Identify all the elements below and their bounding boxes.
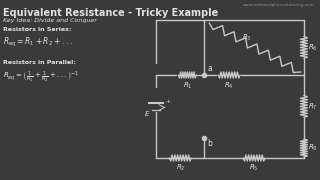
Text: $R_8$: $R_8$ <box>308 143 317 153</box>
Text: www.redmondphysicstutoring.com: www.redmondphysicstutoring.com <box>243 3 315 7</box>
Text: a: a <box>207 64 212 73</box>
Text: Resistors in Parallel:: Resistors in Parallel: <box>3 60 76 65</box>
Text: Key Idea: Divide and Conquer: Key Idea: Divide and Conquer <box>3 18 97 23</box>
Text: $R_5$: $R_5$ <box>249 163 259 173</box>
Text: b: b <box>207 139 212 148</box>
Text: $E$: $E$ <box>144 109 151 118</box>
Text: $R_4$: $R_4$ <box>224 81 234 91</box>
Text: $R_2$: $R_2$ <box>176 163 185 173</box>
Text: $R_1$: $R_1$ <box>183 81 192 91</box>
Text: +: + <box>165 99 171 104</box>
Text: Equivalent Resistance - Tricky Example: Equivalent Resistance - Tricky Example <box>3 8 218 18</box>
Text: Resistors in Series:: Resistors in Series: <box>3 27 71 32</box>
Text: $R_6$: $R_6$ <box>308 42 317 53</box>
Text: $R_3$: $R_3$ <box>242 32 252 42</box>
Text: $R_{eq} = \left(\frac{1}{R_1} + \frac{1}{R_2} + ...\right)^{-1}$: $R_{eq} = \left(\frac{1}{R_1} + \frac{1}… <box>3 70 79 85</box>
Text: $R_{eq} = R_1 + R_2 + ...$: $R_{eq} = R_1 + R_2 + ...$ <box>3 36 73 49</box>
Text: $R_7$: $R_7$ <box>308 101 317 112</box>
